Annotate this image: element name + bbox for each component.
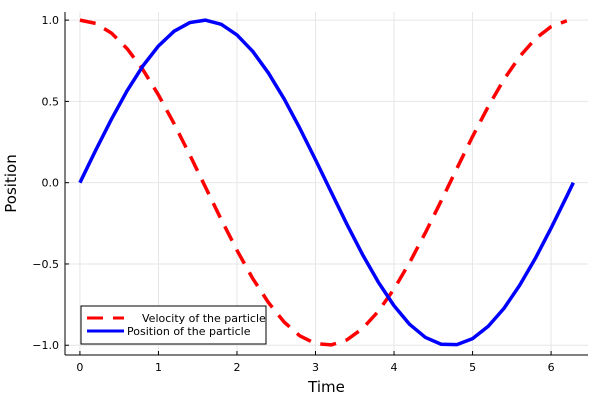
y-tick-label: −0.5 bbox=[32, 258, 59, 271]
y-ticks: 1.0 0.5 0.0 −0.5 −1.0 bbox=[32, 14, 69, 352]
axes bbox=[64, 12, 588, 356]
series-line-position bbox=[78, 18, 575, 347]
y-axis-title: Position bbox=[2, 154, 20, 212]
x-tick-label: 6 bbox=[548, 361, 555, 374]
legend-label-position: Position of the particle bbox=[127, 325, 251, 338]
y-tick-label: 0.0 bbox=[42, 177, 60, 190]
x-ticks: 0 1 2 3 4 5 6 bbox=[76, 351, 555, 374]
y-tick-label: 0.5 bbox=[42, 95, 60, 108]
x-tick-label: 1 bbox=[155, 361, 162, 374]
x-tick-label: 0 bbox=[76, 361, 83, 374]
x-tick-label: 2 bbox=[233, 361, 240, 374]
x-tick-label: 5 bbox=[469, 361, 476, 374]
x-tick-label: 3 bbox=[312, 361, 319, 374]
y-tick-label: −1.0 bbox=[32, 339, 59, 352]
x-axis-title: Time bbox=[307, 378, 345, 396]
x-tick-label: 4 bbox=[391, 361, 398, 374]
series-line-velocity bbox=[79, 18, 568, 347]
y-tick-label: 1.0 bbox=[42, 14, 60, 27]
series bbox=[78, 18, 575, 347]
legend: Velocity of the particle Position of the… bbox=[80, 305, 267, 345]
legend-box bbox=[80, 305, 267, 345]
legend-label-velocity: Velocity of the particle bbox=[142, 312, 266, 325]
